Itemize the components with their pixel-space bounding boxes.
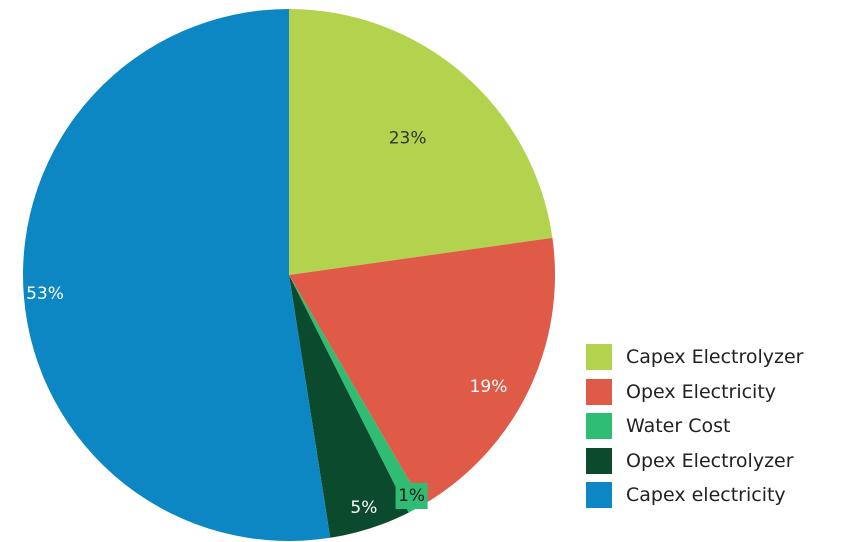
pie-value-label-capex-electrolyzer: 23% xyxy=(389,129,427,149)
chart-legend: Capex Electrolyzer Opex Electricity Water … xyxy=(586,340,856,513)
legend-swatch xyxy=(586,344,612,371)
pie-value-label-opex-electrolyzer: 5% xyxy=(350,498,377,518)
pie-slice-opex-electrolyzer xyxy=(289,275,409,538)
legend-swatch xyxy=(586,447,612,474)
legend-label: Water Cost xyxy=(626,415,731,438)
pie-slice-capex-electrolyzer xyxy=(289,9,553,275)
legend-item-water-cost: Water Cost xyxy=(586,409,856,444)
legend-item-opex-electrolyzer: Opex Electrolyzer xyxy=(586,444,856,479)
pie-value-label-opex-electricity: 19% xyxy=(470,377,508,397)
legend-label: Capex Electrolyzer xyxy=(626,346,804,369)
legend-swatch xyxy=(586,482,612,509)
pie-slice-water-cost xyxy=(289,275,424,513)
pie-slice-opex-electricity xyxy=(289,237,556,505)
pie-value-label-water-cost: 1% xyxy=(398,486,425,506)
pie-label-box-water-cost xyxy=(395,483,428,509)
legend-item-capex-electrolyzer: Capex Electrolyzer xyxy=(586,340,856,375)
legend-item-capex-electricity: Capex electricity xyxy=(586,478,856,513)
pie-value-labels: 23% 19% 1% 5% 53% xyxy=(26,129,507,519)
pie-slice-capex-electricity xyxy=(23,9,331,541)
legend-item-opex-electricity: Opex Electricity xyxy=(586,375,856,410)
legend-label: Opex Electricity xyxy=(626,380,777,403)
legend-label: Opex Electrolyzer xyxy=(626,449,794,472)
legend-swatch xyxy=(586,413,612,440)
legend-label: Capex electricity xyxy=(626,484,786,507)
pie-slices xyxy=(23,9,556,541)
pie-value-label-capex-electricity: 53% xyxy=(26,284,64,304)
legend-swatch xyxy=(586,378,612,405)
